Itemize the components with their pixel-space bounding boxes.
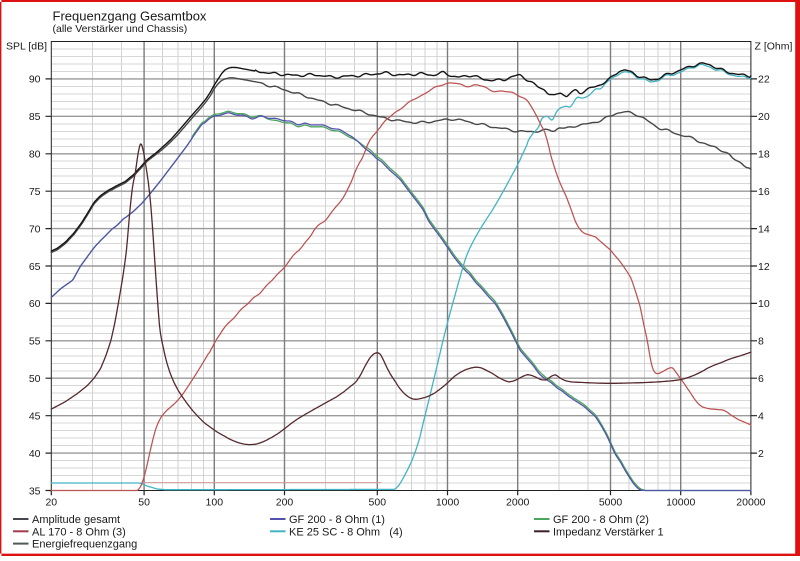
svg-text:75: 75 — [29, 186, 41, 198]
svg-text:SPL [dB]: SPL [dB] — [6, 41, 47, 53]
svg-text:GF 200 - 8 Ohm (1): GF 200 - 8 Ohm (1) — [289, 514, 385, 526]
svg-text:6: 6 — [758, 373, 764, 385]
svg-text:14: 14 — [758, 223, 770, 235]
svg-text:18: 18 — [758, 149, 770, 161]
svg-text:40: 40 — [29, 448, 41, 460]
svg-text:500: 500 — [369, 497, 387, 509]
svg-text:12: 12 — [758, 261, 770, 273]
svg-text:8: 8 — [758, 336, 764, 348]
svg-text:50: 50 — [29, 373, 41, 385]
svg-text:Amplitude gesamt: Amplitude gesamt — [32, 514, 120, 526]
svg-text:KE 25 SC - 8 Ohm (4): KE 25 SC - 8 Ohm (4) — [289, 526, 403, 538]
svg-text:10: 10 — [758, 298, 770, 310]
svg-text:85: 85 — [29, 111, 41, 123]
svg-text:10000: 10000 — [666, 497, 695, 509]
svg-text:100: 100 — [206, 497, 224, 509]
svg-text:4: 4 — [758, 410, 764, 422]
svg-text:Impedanz Verstärker 1: Impedanz Verstärker 1 — [553, 526, 664, 538]
svg-text:65: 65 — [29, 261, 41, 273]
svg-text:(alle Verstärker und Chassis): (alle Verstärker und Chassis) — [53, 23, 188, 35]
svg-text:20: 20 — [45, 497, 57, 509]
svg-text:45: 45 — [29, 410, 41, 422]
svg-text:90: 90 — [29, 74, 41, 86]
svg-text:16: 16 — [758, 186, 770, 198]
svg-text:80: 80 — [29, 149, 41, 161]
svg-text:22: 22 — [758, 74, 770, 86]
svg-text:35: 35 — [29, 485, 41, 497]
svg-text:70: 70 — [29, 223, 41, 235]
svg-text:5000: 5000 — [599, 497, 623, 509]
svg-text:55: 55 — [29, 336, 41, 348]
svg-text:2: 2 — [758, 448, 764, 460]
svg-text:GF 200 - 8 Ohm (2): GF 200 - 8 Ohm (2) — [553, 514, 649, 526]
svg-text:AL 170 - 8 Ohm (3): AL 170 - 8 Ohm (3) — [32, 526, 126, 538]
svg-text:20000: 20000 — [736, 497, 765, 509]
svg-text:60: 60 — [29, 298, 41, 310]
svg-text:2000: 2000 — [506, 497, 530, 509]
svg-text:200: 200 — [276, 497, 294, 509]
svg-text:Z [Ohm]: Z [Ohm] — [755, 41, 793, 53]
svg-text:Frequenzgang Gesamtbox: Frequenzgang Gesamtbox — [53, 9, 207, 24]
svg-text:20: 20 — [758, 111, 770, 123]
svg-text:1000: 1000 — [436, 497, 460, 509]
svg-text:Energiefrequenzgang: Energiefrequenzgang — [32, 539, 137, 551]
svg-text:50: 50 — [138, 497, 150, 509]
